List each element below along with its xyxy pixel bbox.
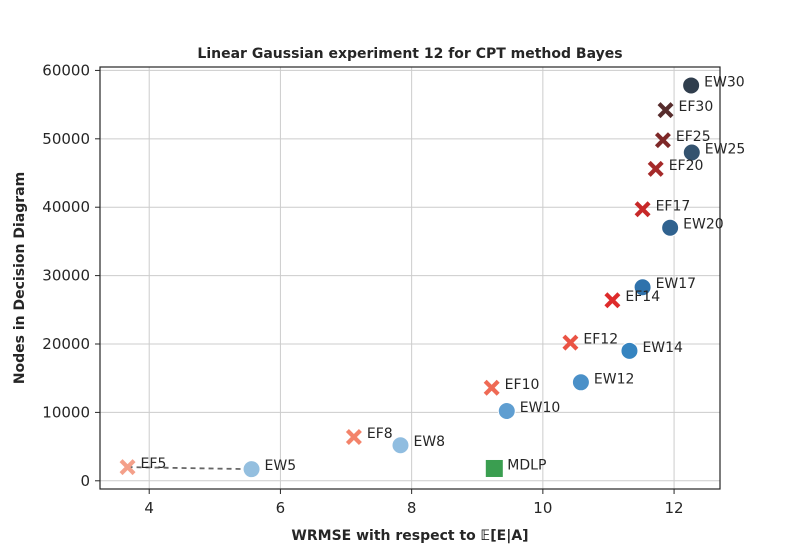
point-ef30-label: EF30 (679, 99, 714, 115)
point-ew8-label: EW8 (413, 434, 445, 450)
point-ef25-label: EF25 (676, 129, 711, 145)
point-mdlp-label: MDLP (507, 457, 546, 473)
x-tick-label: 8 (407, 499, 417, 517)
point-ef5 (119, 459, 136, 476)
point-ew10-label: EW10 (520, 400, 561, 416)
point-ef12 (562, 334, 579, 351)
point-ew20-label: EW20 (683, 217, 724, 233)
y-tick-label: 30000 (42, 267, 90, 285)
x-tick-label: 6 (276, 499, 286, 517)
x-tick-label: 10 (533, 499, 552, 517)
plot-frame (99, 66, 721, 490)
point-ef25 (654, 132, 671, 149)
point-ew14-label: EW14 (642, 340, 683, 356)
point-ef10 (483, 379, 500, 396)
point-ew25 (682, 143, 701, 162)
point-ew10 (497, 402, 516, 421)
point-ef12-label: EF12 (583, 332, 618, 348)
point-ef5-label: EF5 (141, 456, 167, 472)
x-axis-label: WRMSE with respect to 𝔼[E|A] (291, 528, 528, 544)
grid (100, 67, 720, 489)
point-ef14-label: EF14 (625, 289, 660, 305)
y-tick-label: 40000 (42, 198, 90, 216)
point-ew14 (620, 341, 639, 360)
x-tick-label: 12 (665, 499, 684, 517)
point-ew5-label: EW5 (265, 458, 297, 474)
point-mdlp (485, 459, 503, 477)
y-axis-label: Nodes in Decision Diagram (12, 172, 28, 384)
point-ew12 (571, 373, 590, 392)
point-ew30 (682, 76, 701, 95)
point-ew8 (391, 436, 410, 455)
ef5-ew5-connector (127, 466, 252, 471)
chart-title: Linear Gaussian experiment 12 for CPT me… (197, 46, 622, 62)
point-ew25-label: EW25 (705, 141, 746, 157)
y-tick-label: 50000 (42, 130, 90, 148)
point-ew5 (242, 460, 261, 479)
point-ef20-label: EF20 (669, 158, 704, 174)
point-labels: EW5 EW8 EW10 EW12 EW14 EW17 EW20 EW25 EW30 EF5 EF8… (141, 74, 746, 474)
y-tick-label: 10000 (42, 403, 90, 421)
point-ew20 (661, 218, 680, 237)
point-ef10-label: EF10 (505, 377, 540, 393)
y-tick-label: 60000 (42, 61, 90, 79)
x-tick-label: 4 (144, 499, 154, 517)
point-ef14 (604, 292, 621, 309)
point-ef17-label: EF17 (656, 198, 691, 214)
axis-ticks: 4 6 8 10 12 0 10000 20000 30000 40000 50000 60000 (42, 61, 683, 517)
point-ef20 (647, 160, 664, 177)
y-tick-label: 20000 (42, 335, 90, 353)
point-ew17-label: EW17 (656, 276, 697, 292)
point-ef8 (345, 429, 362, 446)
y-tick-label: 0 (80, 472, 90, 490)
point-ef17 (634, 201, 651, 218)
point-ef8-label: EF8 (367, 426, 393, 442)
point-ef30 (657, 102, 674, 119)
data-points (119, 76, 701, 479)
point-ew12-label: EW12 (594, 371, 635, 387)
point-ew30-label: EW30 (704, 74, 745, 90)
point-ew17 (633, 278, 652, 297)
